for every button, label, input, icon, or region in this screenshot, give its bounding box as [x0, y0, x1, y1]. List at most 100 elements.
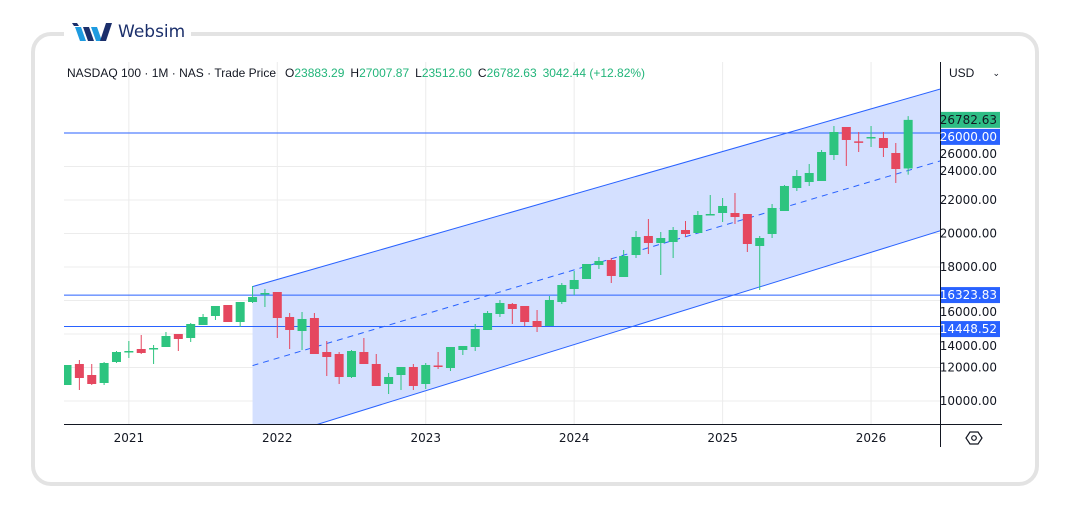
candle: [235, 302, 245, 327]
candle-body: [136, 349, 146, 353]
candle: [161, 332, 171, 347]
chart-card: [31, 32, 1039, 486]
candle: [755, 235, 765, 290]
candle-body: [495, 302, 505, 314]
exchange: NAS: [179, 66, 204, 80]
candle-body: [718, 205, 728, 213]
candle: [359, 338, 369, 364]
candle: [878, 132, 888, 157]
candle-body: [322, 352, 332, 357]
candle-body: [433, 365, 443, 367]
brand-name: Websim: [118, 22, 186, 42]
candle: [829, 125, 839, 160]
currency-value: USD: [949, 66, 975, 80]
candle: [668, 226, 678, 259]
candle: [569, 271, 579, 296]
candle-body: [111, 352, 121, 363]
time-tick-label: 2024: [559, 431, 590, 445]
candle: [458, 345, 468, 356]
candle: [384, 372, 394, 394]
candle-body: [64, 365, 72, 386]
candle-body: [619, 255, 629, 277]
time-tick-label: 2021: [114, 431, 145, 445]
candle: [891, 142, 901, 183]
candle-body: [371, 363, 381, 386]
candle: [582, 263, 592, 279]
candle-body: [742, 213, 752, 244]
candle-body: [235, 302, 245, 323]
channel-upper-line: [252, 88, 940, 288]
channel-lower-line: [316, 230, 940, 424]
settings-hexagon-icon[interactable]: [965, 429, 983, 447]
candle: [334, 352, 344, 384]
candle: [445, 346, 455, 372]
time-tick-label: 2025: [707, 431, 738, 445]
candle-body: [260, 292, 270, 295]
last-price-label: 26782.63: [940, 113, 997, 127]
price-tick-label: 12000.00: [940, 360, 997, 374]
candle: [866, 125, 876, 147]
symbol-legend: NASDAQ 100 · 1M · NAS · Trade Price O 23…: [67, 66, 645, 80]
candle-body: [532, 321, 542, 327]
candle: [841, 126, 851, 166]
candle: [347, 349, 357, 379]
currency-select[interactable]: USD ⌄: [946, 62, 1008, 84]
candle-body: [359, 352, 369, 364]
candle: [173, 333, 183, 351]
candle: [817, 149, 827, 181]
symbol-name[interactable]: NASDAQ 100: [67, 66, 142, 80]
price-tick-label: 26000.00: [940, 147, 997, 161]
candle-body: [99, 362, 109, 383]
horizontal-line-price-label: 14448.52: [940, 322, 997, 336]
candle-body: [792, 175, 802, 189]
candle-body: [483, 312, 493, 330]
candle-body: [866, 136, 876, 139]
open-label: O: [285, 66, 295, 80]
price-tick-label: 20000.00: [940, 226, 997, 240]
candle: [631, 231, 641, 259]
candle: [371, 353, 381, 386]
interval[interactable]: 1M: [151, 66, 169, 80]
high-value: 27007.87: [359, 66, 410, 80]
candle: [643, 218, 653, 254]
time-tick-label: 2023: [410, 431, 441, 445]
candle-body: [631, 236, 641, 256]
candle-body: [582, 263, 592, 279]
separator: ·: [168, 66, 180, 80]
candle: [64, 365, 72, 386]
candle: [767, 203, 777, 239]
candle-body: [458, 345, 468, 350]
candle-body: [173, 333, 183, 340]
candle-body: [334, 353, 344, 377]
candle: [656, 232, 666, 276]
candle: [198, 313, 208, 326]
candle: [507, 302, 517, 324]
candle-body: [470, 329, 480, 347]
candle-body: [854, 141, 864, 143]
candle-body: [829, 132, 839, 156]
close-label: C: [477, 66, 487, 80]
candle: [309, 312, 319, 354]
candle: [606, 258, 616, 283]
low-value: 23512.60: [421, 66, 472, 80]
candle-body: [408, 366, 418, 386]
candle: [470, 323, 480, 351]
candle-body: [730, 212, 740, 217]
candle: [111, 351, 121, 363]
candle-body: [223, 305, 233, 323]
plot-area: [64, 62, 940, 424]
candle-body: [520, 305, 530, 323]
chevron-down-icon: ⌄: [992, 67, 1000, 78]
change-value: 3042.44 (+12.82%): [542, 66, 646, 80]
candle-body: [396, 366, 406, 376]
candle: [557, 282, 567, 304]
separator: ·: [203, 66, 215, 80]
candle-body: [384, 376, 394, 384]
candle: [495, 299, 505, 317]
candle-body: [643, 235, 653, 243]
last-price-label-bg: [941, 111, 1000, 128]
candle-body: [87, 375, 97, 384]
candle-body: [272, 292, 282, 319]
price-tick-label: 24000.00: [940, 164, 997, 178]
